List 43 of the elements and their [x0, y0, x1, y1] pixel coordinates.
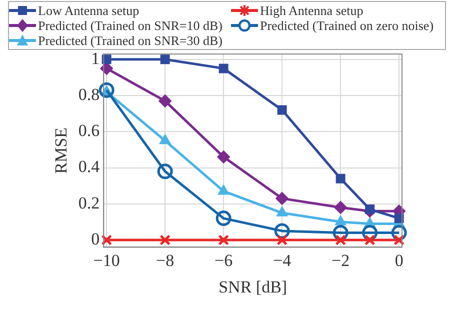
point	[98, 82, 114, 98]
point	[218, 184, 230, 195]
y-tick-label: 0.4	[78, 157, 100, 176]
point	[334, 215, 346, 226]
y-tick-label: 0.2	[78, 193, 100, 212]
point	[276, 206, 288, 216]
point	[334, 200, 348, 214]
x-tick-label: 0	[394, 250, 404, 270]
x-axis-title: SNR [dB]	[218, 277, 288, 296]
legend-label: Low Antenna setup	[38, 2, 140, 18]
legend-label: Predicted (Trained on SNR=30 dB)	[38, 32, 223, 48]
y-tick-label: 1	[91, 48, 100, 68]
point	[336, 174, 346, 184]
point	[157, 164, 173, 180]
y-tick-label: 0	[91, 229, 100, 248]
point	[394, 234, 405, 246]
point	[101, 234, 112, 246]
y-tick-label: 0.6	[78, 121, 100, 140]
y-axis-title: RMSE	[52, 127, 71, 174]
point	[394, 214, 404, 224]
point	[364, 234, 376, 246]
point	[277, 105, 287, 115]
point	[102, 54, 112, 64]
x-tick-label: −4	[273, 250, 292, 270]
x-tick-label: −6	[214, 250, 233, 270]
point	[276, 234, 288, 246]
x-tick-label: −2	[332, 250, 350, 270]
point	[159, 134, 171, 144]
x-tick-label: −10	[93, 250, 120, 270]
point	[218, 64, 228, 74]
point	[335, 234, 346, 246]
legend-label: Predicted (Trained on SNR=10 dB)	[38, 18, 223, 32]
point	[276, 192, 289, 205]
y-tick-label: 0.8	[78, 85, 100, 104]
legend-label: Predicted (Trained on zero noise)	[260, 18, 434, 32]
point	[216, 210, 232, 226]
point	[218, 234, 230, 246]
point	[158, 94, 172, 108]
point	[160, 54, 170, 64]
legend-label: High Antenna setup	[260, 2, 364, 18]
point	[217, 150, 230, 164]
point	[160, 234, 171, 246]
x-tick-label: −8	[156, 250, 174, 270]
